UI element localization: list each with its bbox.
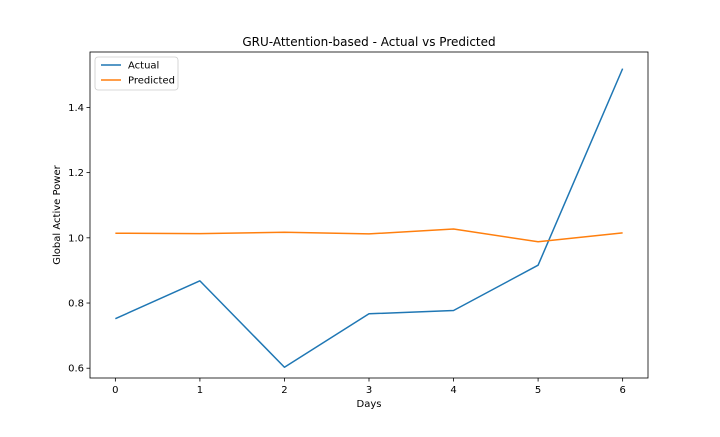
y-tick-label: 1.0 [68,233,84,244]
x-tick-label: 2 [281,385,287,396]
legend-label: Actual [128,61,159,72]
plot-area-frame [89,51,649,379]
series-line-actual [115,68,624,368]
y-axis-ticks: 0.6 0.8 1.0 1.2 1.4 [68,103,90,375]
x-tick-label: 1 [197,385,203,396]
legend-label: Predicted [128,76,175,87]
series-lines [115,68,624,368]
x-axis-label: Days [357,399,382,410]
y-tick-label: 1.2 [68,168,84,179]
x-tick-label: 3 [366,385,372,396]
y-tick-label: 1.4 [68,103,84,114]
y-axis-label: Global Active Power [52,164,63,264]
y-tick-label: 0.6 [68,364,84,375]
x-tick-label: 5 [535,385,541,396]
chart-legend: Actual Predicted [94,56,179,91]
x-tick-label: 0 [112,385,118,396]
chart-title: GRU-Attention-based - Actual vs Predicte… [242,35,495,49]
x-tick-label: 6 [619,385,625,396]
y-tick-label: 0.8 [68,299,84,310]
x-tick-label: 4 [450,385,456,396]
series-line-predicted [115,228,623,243]
x-axis-ticks: 0 1 2 3 4 5 6 [112,378,626,396]
